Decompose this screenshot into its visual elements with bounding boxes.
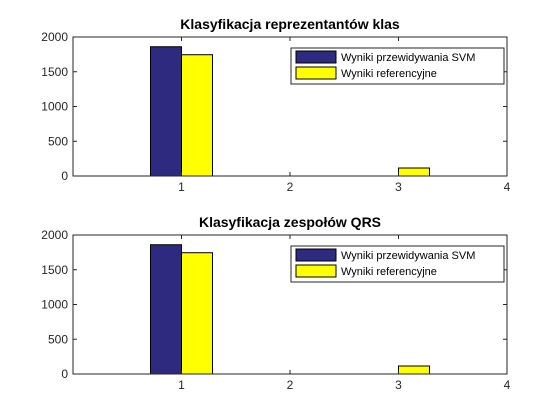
chart1-xtick-label-3: 3: [395, 180, 402, 194]
chart2-xtick-label-1: 1: [178, 378, 185, 392]
chart2-legend-label-2: Wyniki referencyjne: [341, 266, 437, 278]
chart1-legend-swatch-1: [295, 50, 337, 64]
chart2-ytick-label-1000: 1000: [41, 298, 68, 312]
chart2-xtick-label-2: 2: [287, 378, 294, 392]
chart1-ytick-label-0: 0: [61, 169, 68, 183]
chart2-bar-s2-x1: [181, 252, 213, 375]
chart1-ytick-label-1000: 1000: [41, 100, 68, 114]
chart1-xtick-label-4: 4: [504, 180, 511, 194]
chart2-xtick-label-3: 3: [395, 378, 402, 392]
chart2-bar-s2-x3: [398, 365, 430, 375]
chart1-ytick-label-2000: 2000: [41, 30, 68, 44]
chart2-legend-swatch-2: [295, 264, 337, 278]
chart1-ytick-label-1500: 1500: [41, 65, 68, 79]
chart2-bar-s1-x1: [150, 244, 182, 375]
chart1-bar-s1-x1: [150, 46, 182, 177]
chart2-xtick-label-4: 4: [504, 378, 511, 392]
chart2-legend-label-1: Wyniki przewidywania SVM: [341, 250, 475, 262]
chart2-ytick-label-0: 0: [61, 367, 68, 381]
chart1-bar-s2-x1: [181, 54, 213, 177]
chart1-legend-swatch-2: [295, 66, 337, 80]
chart2-ytick-label-500: 500: [48, 332, 68, 346]
chart2-ytick-label-2000: 2000: [41, 228, 68, 242]
chart1-xtick-label-1: 1: [178, 180, 185, 194]
chart2-title: Klasyfikacja zespołów QRS: [199, 214, 381, 230]
chart2-legend-swatch-1: [295, 248, 337, 262]
chart1-xtick-label-2: 2: [287, 180, 294, 194]
chart1-ytick-label-500: 500: [48, 134, 68, 148]
chart1-bar-s2-x3: [398, 167, 430, 177]
chart1-legend-label-2: Wyniki referencyjne: [341, 68, 437, 80]
chart1-legend-label-1: Wyniki przewidywania SVM: [341, 52, 475, 64]
chart1-title: Klasyfikacja reprezentantów klas: [180, 16, 400, 32]
chart2-ytick-label-1500: 1500: [41, 263, 68, 277]
